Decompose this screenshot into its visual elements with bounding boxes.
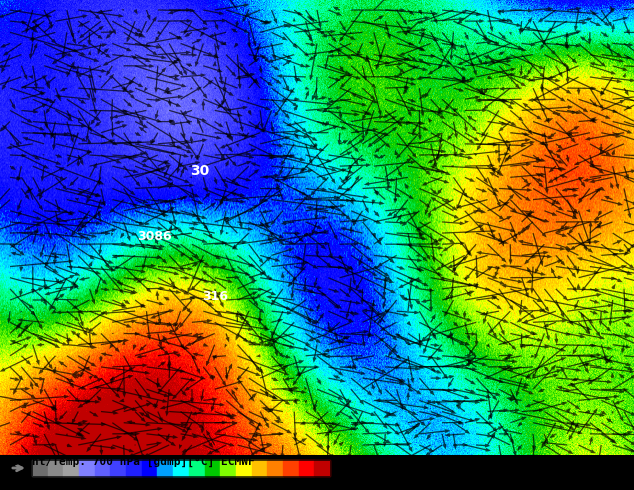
- Bar: [79, 460, 94, 476]
- Text: -48: -48: [49, 480, 63, 489]
- Bar: [314, 460, 330, 476]
- Text: 24: 24: [239, 480, 249, 489]
- Text: 3086: 3086: [138, 230, 172, 243]
- Text: 30: 30: [190, 164, 210, 178]
- Bar: [32, 460, 330, 476]
- Bar: [189, 460, 205, 476]
- Text: -30: -30: [96, 480, 110, 489]
- Bar: [32, 460, 48, 476]
- Bar: [252, 460, 268, 476]
- Text: Height/Temp. 700 hPa [gdmp][°C] ECMWF: Height/Temp. 700 hPa [gdmp][°C] ECMWF: [5, 457, 255, 467]
- Text: -54: -54: [33, 480, 47, 489]
- Bar: [236, 460, 252, 476]
- Text: -18: -18: [127, 480, 141, 489]
- Bar: [157, 460, 173, 476]
- Text: 6: 6: [195, 480, 199, 489]
- Text: -12: -12: [143, 480, 157, 489]
- Bar: [220, 460, 236, 476]
- Bar: [173, 460, 189, 476]
- Text: 12: 12: [208, 480, 217, 489]
- Bar: [126, 460, 142, 476]
- Bar: [283, 460, 299, 476]
- Text: -42: -42: [64, 480, 78, 489]
- Text: 316: 316: [202, 290, 228, 303]
- Bar: [63, 460, 79, 476]
- Text: 0: 0: [179, 480, 183, 489]
- Bar: [48, 460, 63, 476]
- Text: Sa 25-05-2024 06:00 UTC (18+12): Sa 25-05-2024 06:00 UTC (18+12): [420, 457, 629, 467]
- Text: 48: 48: [302, 480, 311, 489]
- Text: 18: 18: [223, 480, 233, 489]
- Text: -6: -6: [160, 480, 170, 489]
- Bar: [94, 460, 110, 476]
- Bar: [205, 460, 220, 476]
- Bar: [110, 460, 126, 476]
- Text: 30: 30: [255, 480, 264, 489]
- Bar: [142, 460, 157, 476]
- Bar: [268, 460, 283, 476]
- Text: 42: 42: [286, 480, 295, 489]
- Text: -36: -36: [80, 480, 94, 489]
- Text: -24: -24: [112, 480, 125, 489]
- Text: 36: 36: [271, 480, 280, 489]
- Bar: [299, 460, 314, 476]
- Text: 54: 54: [318, 480, 327, 489]
